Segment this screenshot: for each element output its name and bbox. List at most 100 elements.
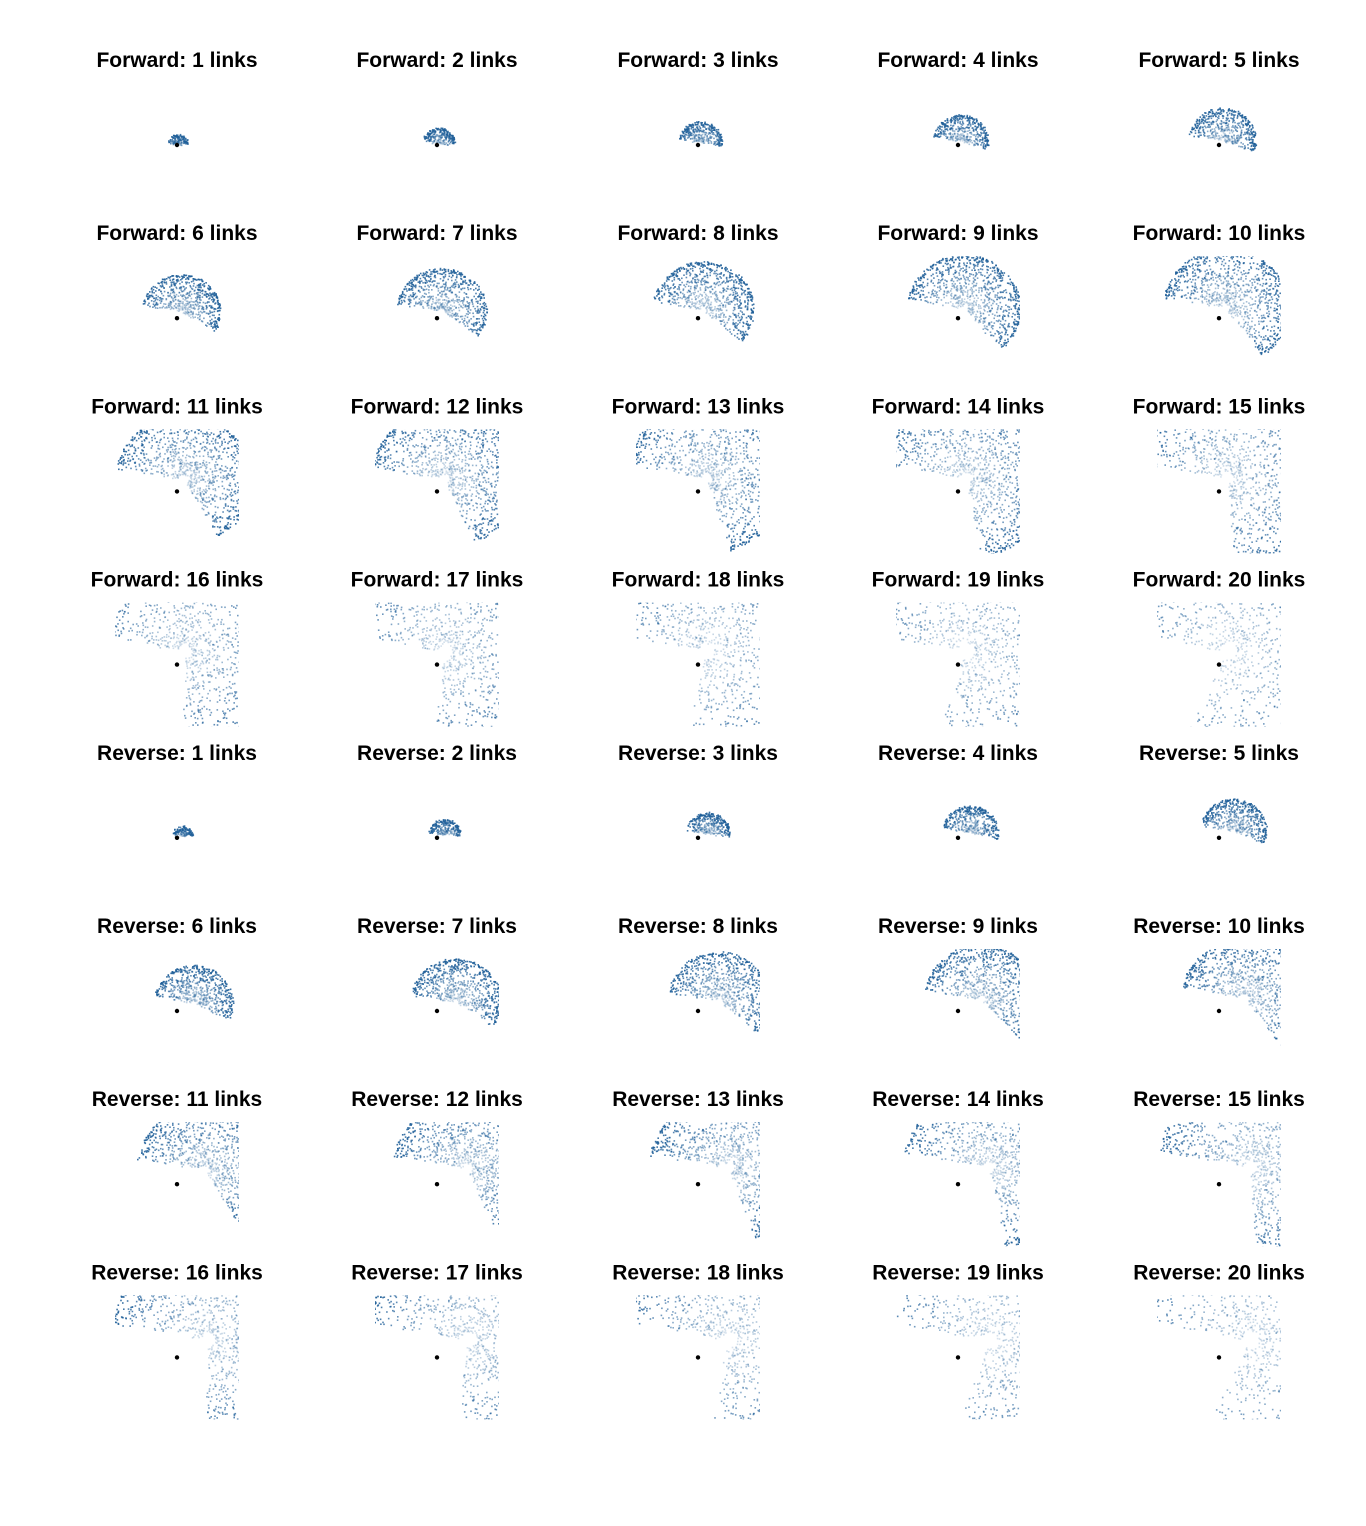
scatter-point (747, 291, 749, 294)
scatter-point (447, 297, 450, 299)
scatter-point (418, 285, 421, 288)
scatter-point (1211, 136, 1214, 139)
scatter-point (1198, 122, 1201, 125)
scatter-point (702, 125, 704, 127)
scatter-point (1199, 128, 1201, 130)
scatter-point (186, 312, 188, 314)
scatter-point (178, 305, 181, 307)
scatter-point (1213, 137, 1215, 139)
scatter-point (969, 140, 972, 143)
scatter-point (202, 308, 205, 311)
scatter-point (966, 124, 969, 126)
scatter-point (1253, 143, 1256, 146)
scatter-point (1228, 138, 1231, 140)
scatter-point (716, 139, 719, 142)
scatter-point (729, 303, 731, 305)
scatter-point (1012, 335, 1015, 337)
scatter-point (1000, 306, 1003, 308)
scatter-point (710, 137, 713, 139)
scatter-point (720, 144, 722, 147)
scatter-point (739, 304, 741, 306)
scatter-point (715, 313, 717, 315)
scatter-point (469, 309, 472, 311)
scatter-point (183, 140, 185, 143)
scatter-point (420, 300, 422, 302)
scatter-point (1203, 115, 1205, 117)
scatter-point (987, 289, 990, 291)
scatter-point (177, 307, 179, 309)
scatter-point (453, 142, 455, 144)
scatter-point (1224, 135, 1227, 137)
scatter-point (426, 302, 428, 305)
scatter-point (190, 287, 193, 290)
scatter-point (200, 320, 203, 322)
scatter-point (972, 286, 975, 288)
scatter-point (215, 328, 217, 330)
scatter-point (1233, 115, 1235, 117)
scatter-point (1266, 312, 1268, 314)
scatter-point (710, 309, 713, 312)
scatter-point (1227, 290, 1229, 292)
scatter-point (447, 141, 450, 143)
scatter-point (426, 300, 429, 302)
scatter-point (182, 295, 184, 297)
scatter-point (441, 129, 443, 132)
scatter-point (1228, 132, 1231, 134)
scatter-point (172, 136, 175, 139)
scatter-point (914, 280, 916, 283)
scatter-point (980, 122, 982, 124)
scatter-point (190, 300, 192, 303)
scatter-point (417, 276, 419, 278)
scatter-point (178, 140, 180, 143)
scatter-point (199, 279, 201, 281)
scatter-point (671, 293, 674, 296)
scatter-point (674, 291, 676, 294)
scatter-point (926, 284, 929, 287)
scatter-point (1015, 327, 1017, 330)
panel-title: Forward: 2 links (356, 49, 517, 72)
scatter-point (707, 124, 709, 126)
scatter-point (945, 269, 947, 271)
scatter-point (985, 295, 987, 297)
scatter-point (1212, 134, 1214, 136)
scatter-point (974, 259, 976, 262)
scatter-point (434, 307, 436, 309)
scatter-point (920, 276, 922, 279)
scatter-point (990, 326, 993, 329)
scatter-point (165, 298, 168, 300)
scatter-point (915, 281, 917, 283)
scatter-point (450, 307, 453, 309)
scatter-point (1017, 316, 1019, 318)
scatter-point (180, 307, 182, 310)
scatter-point (912, 285, 915, 287)
scatter-point (955, 116, 958, 119)
scatter-point (470, 323, 473, 325)
scatter-point (958, 257, 960, 260)
scatter-point (1007, 338, 1009, 340)
scatter-point (1221, 125, 1223, 127)
scatter-point (706, 267, 709, 270)
scatter-point (432, 285, 435, 287)
scatter-point (954, 117, 957, 119)
point-cloud (423, 127, 457, 146)
scatter-point (437, 128, 439, 131)
scatter-point (1226, 112, 1228, 114)
scatter-point (420, 303, 423, 306)
scatter-point (975, 119, 978, 122)
scatter-point (187, 143, 189, 145)
scatter-point (200, 310, 202, 313)
scatter-point (416, 295, 418, 298)
scatter-point (710, 301, 713, 304)
scatter-point (438, 141, 441, 143)
scatter-point (689, 263, 692, 266)
scatter-point (429, 130, 432, 132)
scatter-point (704, 281, 707, 283)
scatter-point (408, 295, 410, 298)
scatter-point (702, 129, 705, 132)
scatter-point (173, 143, 175, 145)
scatter-point (922, 276, 925, 278)
scatter-point (189, 305, 192, 307)
scatter-point (1173, 284, 1176, 287)
scatter-point (967, 139, 969, 141)
scatter-point (1262, 282, 1265, 285)
